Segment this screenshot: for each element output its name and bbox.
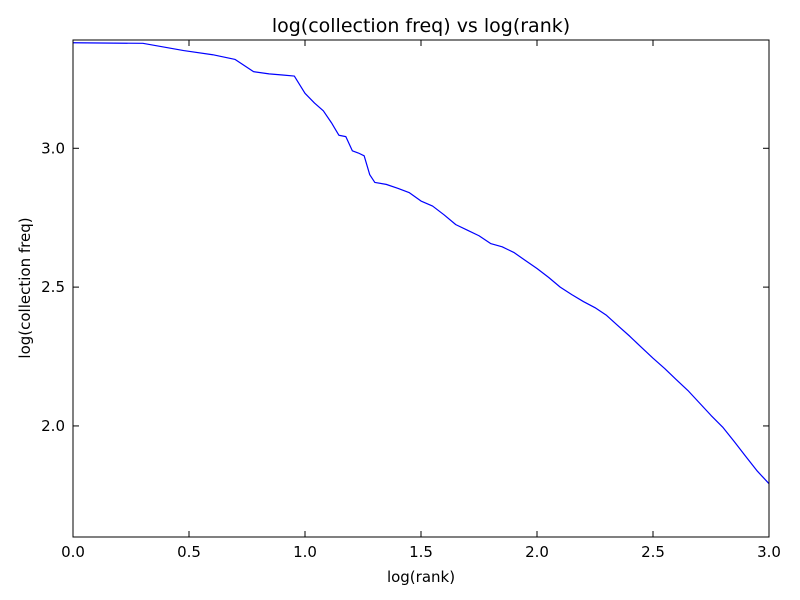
y-axis-label: log(collection freq)	[16, 217, 34, 358]
x-tick-label: 2.0	[525, 543, 549, 561]
x-tick-label: 2.5	[641, 543, 665, 561]
plot-frame	[72, 39, 770, 538]
series-line	[72, 42, 770, 485]
x-axis-label: log(rank)	[387, 568, 455, 586]
x-tick-label: 0.5	[177, 543, 201, 561]
ticks-layer: 0.0 0.5 1.0 1.5 2.0 2.5 3.0 2.0 2.5 3.0	[41, 40, 781, 561]
series-layer	[72, 42, 770, 485]
plot-background	[73, 40, 769, 537]
y-tick-label: 2.5	[41, 278, 65, 296]
chart-title: log(collection freq) vs log(rank)	[272, 15, 570, 37]
x-tick-label: 3.0	[757, 543, 781, 561]
x-tick-label: 1.5	[409, 543, 433, 561]
plot-area	[73, 40, 769, 537]
y-tick-label: 3.0	[41, 139, 65, 157]
x-tick-label: 1.0	[293, 543, 317, 561]
x-tick-label: 0.0	[61, 543, 85, 561]
y-tick-label: 2.0	[41, 417, 65, 435]
